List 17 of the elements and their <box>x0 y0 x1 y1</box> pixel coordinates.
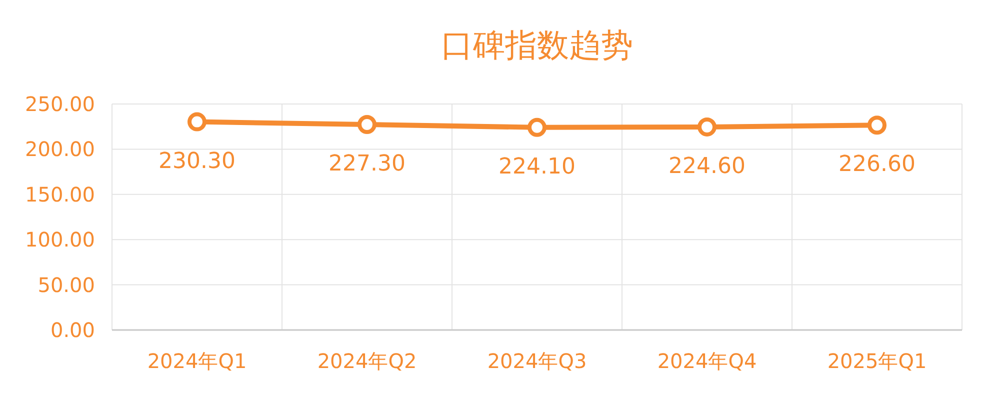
y-tick-label: 200.00 <box>25 137 95 162</box>
x-tick-label: 2024年Q4 <box>657 349 757 373</box>
y-tick-label: 50.00 <box>38 272 95 297</box>
x-tick-label: 2024年Q3 <box>487 349 587 373</box>
x-tick-label: 2024年Q1 <box>147 349 247 373</box>
x-tick-label: 2025年Q1 <box>827 349 927 373</box>
data-label: 224.10 <box>498 154 576 180</box>
y-tick-label: 0.00 <box>50 318 95 342</box>
y-tick-label: 150.00 <box>25 182 95 206</box>
data-label: 230.30 <box>158 148 236 174</box>
title: 口碑指数趋势 <box>441 26 633 64</box>
y-tick-label: 100.00 <box>25 228 95 252</box>
data-label: 226.60 <box>838 152 916 178</box>
y-tick-label: 250.00 <box>25 92 95 116</box>
data-label: 227.30 <box>328 152 406 177</box>
data-label: 224.60 <box>668 154 746 179</box>
x-tick-label: 2024年Q2 <box>317 349 417 373</box>
